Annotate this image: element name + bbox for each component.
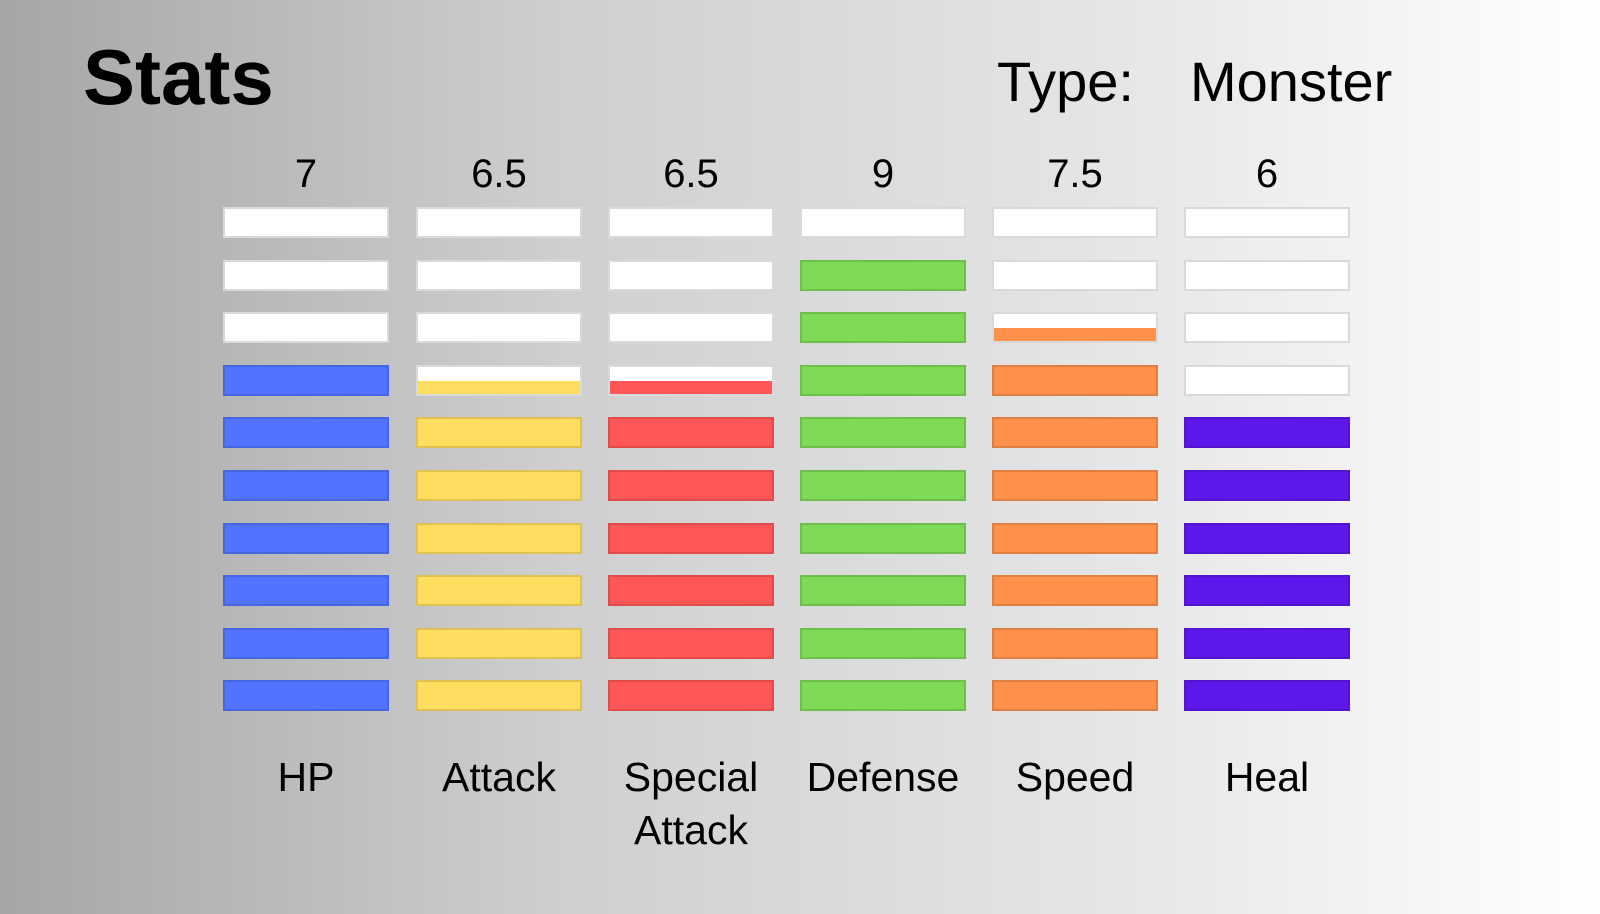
bar-segment-special-attack-10 — [608, 207, 774, 238]
bar-segment-hp-2 — [223, 628, 389, 659]
bar-segment-heal-10 — [1184, 207, 1350, 238]
bar-segment-speed-9 — [992, 260, 1158, 291]
bar-segment-hp-9 — [223, 260, 389, 291]
bar-segment-defense-9 — [800, 260, 966, 291]
bar-segment-defense-4 — [800, 523, 966, 554]
bar-partial-fill-attack — [418, 380, 580, 394]
bar-segment-heal-2 — [1184, 628, 1350, 659]
bar-partial-fill-speed — [994, 327, 1156, 341]
category-label-heal: Heal — [1224, 754, 1310, 800]
value-label-defense: 9 — [871, 152, 895, 196]
bar-segment-attack-2 — [416, 628, 582, 659]
bar-segment-attack-9 — [416, 260, 582, 291]
bar-segment-defense-10 — [800, 207, 966, 238]
bar-segment-defense-7 — [800, 365, 966, 396]
bar-segment-speed-8 — [992, 312, 1158, 343]
bar-segment-special-attack-6 — [608, 417, 774, 448]
bar-segment-attack-5 — [416, 470, 582, 501]
bar-segment-special-attack-8 — [608, 312, 774, 343]
type-label: Type: — [997, 50, 1134, 113]
bar-segment-defense-8 — [800, 312, 966, 343]
bar-segment-hp-1 — [223, 680, 389, 711]
bar-segment-speed-6 — [992, 417, 1158, 448]
bar-segment-hp-6 — [223, 417, 389, 448]
value-label-attack: 6.5 — [471, 152, 527, 196]
category-label-speed: Speed — [1015, 754, 1135, 800]
bar-segment-heal-6 — [1184, 417, 1350, 448]
bar-segment-special-attack-7 — [608, 365, 774, 396]
bar-segment-defense-2 — [800, 628, 966, 659]
bar-segment-defense-5 — [800, 470, 966, 501]
bar-segment-hp-7 — [223, 365, 389, 396]
bar-segment-special-attack-5 — [608, 470, 774, 501]
bar-segment-attack-7 — [416, 365, 582, 396]
bar-segment-attack-3 — [416, 575, 582, 606]
bar-segment-speed-1 — [992, 680, 1158, 711]
bar-segment-special-attack-3 — [608, 575, 774, 606]
bar-segment-speed-3 — [992, 575, 1158, 606]
bar-segment-hp-8 — [223, 312, 389, 343]
bar-segment-attack-4 — [416, 523, 582, 554]
category-label-defense: Defense — [806, 754, 960, 800]
bar-segment-defense-1 — [800, 680, 966, 711]
bar-segment-special-attack-2 — [608, 628, 774, 659]
value-label-special-attack: 6.5 — [663, 152, 719, 196]
bar-segment-defense-3 — [800, 575, 966, 606]
bar-segment-heal-8 — [1184, 312, 1350, 343]
bar-segment-attack-1 — [416, 680, 582, 711]
value-label-heal: 6 — [1255, 152, 1279, 196]
bar-segment-heal-5 — [1184, 470, 1350, 501]
bar-segment-attack-6 — [416, 417, 582, 448]
bar-partial-fill-special-attack — [610, 380, 772, 394]
category-label-special-attack: Special Attack — [623, 754, 759, 853]
bar-segment-speed-4 — [992, 523, 1158, 554]
bar-segment-speed-2 — [992, 628, 1158, 659]
bar-segment-speed-10 — [992, 207, 1158, 238]
bar-segment-special-attack-9 — [608, 260, 774, 291]
page-title: Stats — [83, 33, 274, 121]
category-label-hp: HP — [277, 754, 335, 800]
bar-segment-heal-4 — [1184, 523, 1350, 554]
value-label-speed: 7.5 — [1047, 152, 1103, 196]
bar-segment-hp-5 — [223, 470, 389, 501]
bar-segment-attack-8 — [416, 312, 582, 343]
bar-segment-speed-5 — [992, 470, 1158, 501]
bar-segment-heal-1 — [1184, 680, 1350, 711]
bar-segment-heal-7 — [1184, 365, 1350, 396]
bar-segment-heal-3 — [1184, 575, 1350, 606]
bar-segment-heal-9 — [1184, 260, 1350, 291]
bar-segment-defense-6 — [800, 417, 966, 448]
bar-segment-special-attack-1 — [608, 680, 774, 711]
bar-segment-hp-3 — [223, 575, 389, 606]
bar-segment-hp-10 — [223, 207, 389, 238]
type-value: Monster — [1190, 50, 1393, 113]
bar-segment-speed-7 — [992, 365, 1158, 396]
value-label-hp: 7 — [294, 152, 318, 196]
bar-segment-hp-4 — [223, 523, 389, 554]
bar-segment-attack-10 — [416, 207, 582, 238]
category-label-attack: Attack — [442, 754, 556, 800]
bar-segment-special-attack-4 — [608, 523, 774, 554]
